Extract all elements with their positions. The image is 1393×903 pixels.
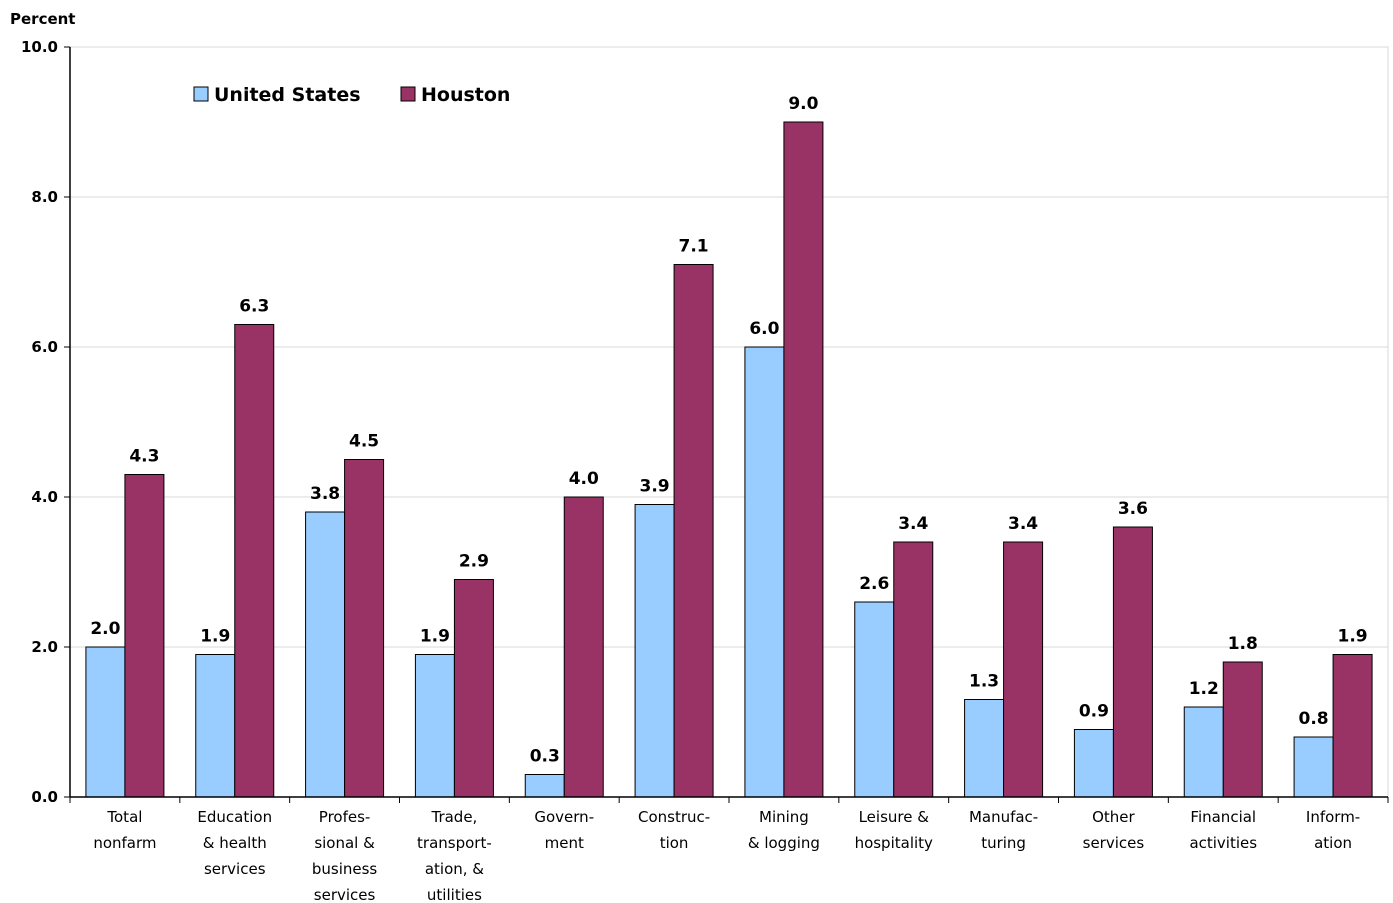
- category-label: Trade, transport-ation, & utilities: [417, 808, 492, 903]
- bar-houston: [344, 459, 385, 798]
- y-tick-label: 6.0: [31, 338, 58, 356]
- bar-houston: [673, 264, 714, 798]
- bar-united-states: [964, 699, 1005, 798]
- data-label: 1.9: [1338, 627, 1368, 647]
- bar-united-states: [1293, 736, 1334, 798]
- y-tick-label: 4.0: [31, 488, 58, 506]
- bar-united-states: [524, 774, 565, 798]
- data-label: 7.1: [679, 237, 709, 257]
- data-label: 9.0: [788, 94, 818, 114]
- legend-swatch-united-states: [193, 86, 209, 102]
- bar-united-states: [854, 601, 895, 798]
- data-label: 4.0: [569, 469, 599, 489]
- bar-houston: [893, 541, 934, 798]
- data-labels: 2.0 4.3 1.9 6.3 3.8 4.5 1.9 2.9 0.3 4.0 3.9 7.1 6.0 9…: [90, 94, 1367, 767]
- bar-united-states: [634, 504, 675, 798]
- data-label: 2.6: [859, 574, 889, 594]
- bar-united-states: [1073, 729, 1114, 798]
- data-label: 1.8: [1228, 634, 1258, 654]
- data-label: 0.8: [1299, 709, 1329, 729]
- data-label: 0.3: [530, 747, 560, 767]
- data-label: 3.8: [310, 484, 340, 504]
- bar-united-states: [195, 654, 236, 798]
- bar-houston: [1332, 654, 1373, 798]
- data-label: 4.5: [349, 432, 379, 452]
- bar-united-states: [1183, 706, 1224, 798]
- data-label: 3.6: [1118, 499, 1148, 519]
- category-label: Construc-tion: [638, 808, 710, 852]
- bar-houston: [1222, 661, 1263, 798]
- category-label: Leisure & hospitality: [855, 808, 933, 852]
- y-tick-label: 2.0: [31, 638, 58, 656]
- data-label: 3.9: [640, 477, 670, 497]
- data-label: 3.4: [1008, 514, 1038, 534]
- legend-label-houston: Houston: [421, 84, 510, 106]
- bar-united-states: [744, 346, 785, 798]
- data-label: 3.4: [898, 514, 928, 534]
- legend-swatch-houston: [400, 86, 416, 102]
- category-label: Inform-ation: [1306, 808, 1360, 852]
- data-label: 1.9: [420, 627, 450, 647]
- data-label: 1.9: [200, 627, 230, 647]
- bar-houston: [1003, 541, 1044, 798]
- category-label: Education & health services: [197, 808, 272, 878]
- data-label: 6.0: [749, 319, 779, 339]
- bar-houston: [1112, 526, 1153, 798]
- category-label: Financial activities: [1189, 808, 1257, 852]
- bar-united-states: [414, 654, 455, 798]
- data-label: 2.0: [90, 619, 120, 639]
- category-label: Manufac-turing: [969, 808, 1038, 852]
- bar-houston: [124, 474, 165, 798]
- bar-houston: [234, 324, 275, 798]
- data-label: 0.9: [1079, 702, 1109, 722]
- legend-label-united-states: United States: [214, 84, 361, 106]
- category-label: Profes-sional & business services: [312, 808, 378, 903]
- y-tick-label: 0.0: [31, 788, 58, 806]
- data-label: 6.3: [239, 297, 269, 317]
- data-label: 4.3: [129, 447, 159, 467]
- bar-houston: [453, 579, 494, 798]
- bar-houston: [563, 496, 604, 798]
- y-axis-label: Percent: [10, 10, 75, 28]
- category-label: Other services: [1083, 808, 1145, 852]
- axes: 0.0 2.0 4.0 6.0 8.0 10.0 Percent Total nonfarm Ed…: [10, 10, 1389, 903]
- data-label: 1.3: [969, 672, 999, 692]
- category-label: Total nonfarm: [93, 808, 156, 852]
- y-tick-label: 10.0: [21, 38, 58, 56]
- data-label: 2.9: [459, 552, 489, 572]
- bar-united-states: [305, 511, 346, 798]
- bars: [85, 121, 1373, 798]
- category-label: Mining & logging: [748, 808, 820, 852]
- legend: United States Houston: [193, 84, 510, 106]
- category-label: Govern-ment: [534, 808, 594, 852]
- data-label: 1.2: [1189, 679, 1219, 699]
- y-tick-label: 8.0: [31, 188, 58, 206]
- bar-united-states: [85, 646, 126, 798]
- bar-houston: [783, 121, 824, 798]
